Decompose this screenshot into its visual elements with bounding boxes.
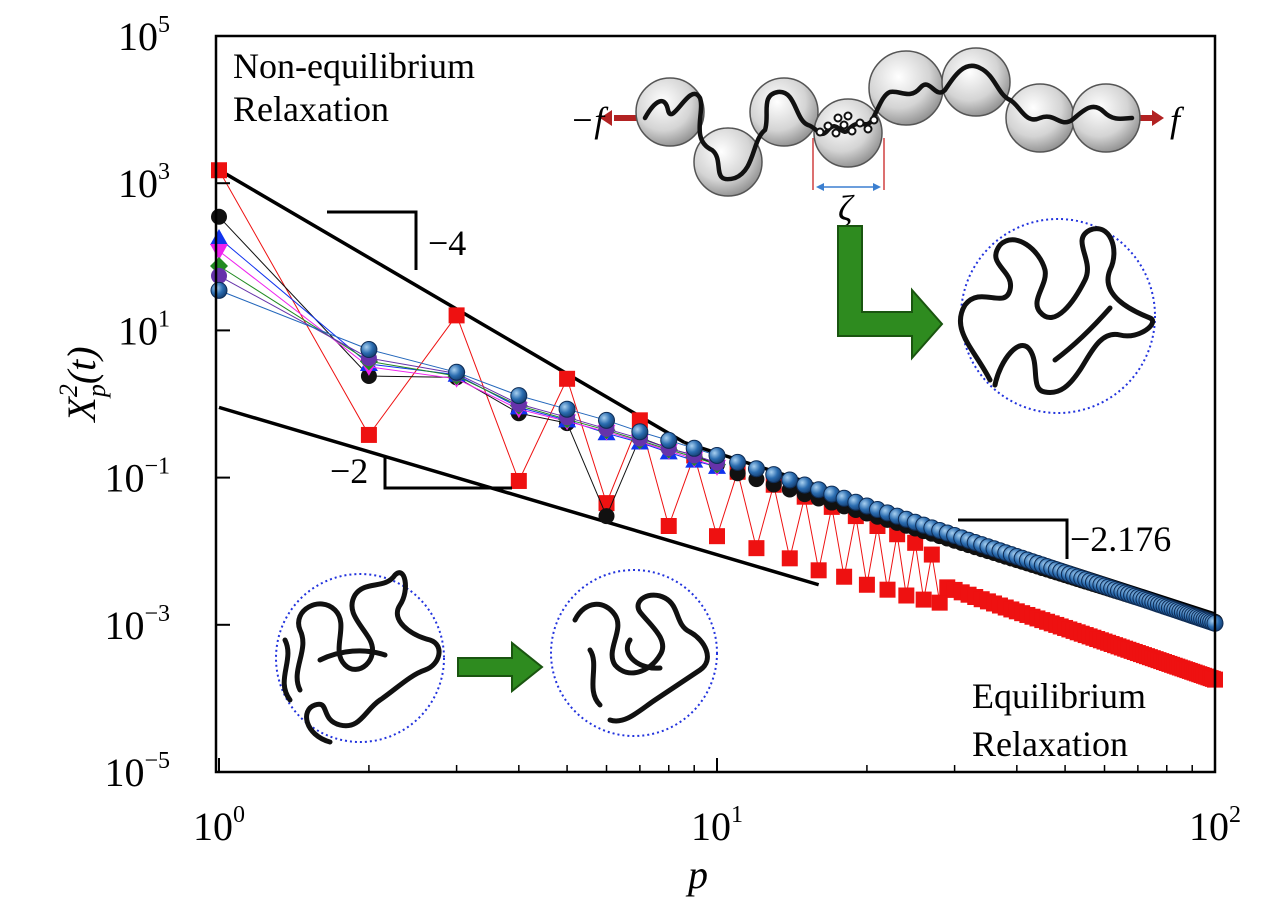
- y-tick-label: 105: [118, 12, 170, 59]
- series-2: [210, 229, 726, 474]
- series-line: [218, 169, 941, 603]
- annotation-equilibrium: Equilibrium: [972, 676, 1146, 716]
- green-l-arrow: [837, 225, 944, 361]
- data-point: [915, 591, 932, 608]
- data-point: [360, 368, 377, 385]
- data-point: [708, 446, 726, 464]
- equilibrium-coil-right: [550, 569, 718, 737]
- data-series: [210, 162, 1224, 688]
- chain-backbone: [642, 63, 1135, 182]
- data-point: [360, 341, 378, 359]
- y-tick-label: 101: [118, 306, 170, 353]
- blob: [941, 47, 1011, 117]
- x-axis-label: p: [685, 852, 708, 897]
- series-line: [218, 265, 718, 466]
- data-point: [748, 540, 765, 557]
- data-point: [660, 431, 678, 449]
- data-point: [747, 460, 765, 478]
- data-point: [559, 370, 576, 387]
- data-point: [598, 411, 616, 429]
- data-point: [448, 307, 465, 324]
- slope-label-minus-2: −2: [330, 451, 368, 491]
- y-axis-label: Xp2(t): [54, 346, 111, 423]
- data-point: [709, 528, 725, 545]
- series-line: [218, 250, 718, 468]
- slope-marker-minus-2: −2: [330, 451, 512, 491]
- force-label-right: f: [1170, 100, 1185, 140]
- force-arrowhead-left: [600, 110, 612, 126]
- series-line: [218, 216, 718, 518]
- svg-text:Xp2(t): Xp2(t): [54, 346, 111, 423]
- y-tick-label: 10−3: [104, 601, 170, 648]
- guide-line: [218, 405, 820, 587]
- data-point: [598, 508, 615, 525]
- y-tick-label: 103: [118, 159, 170, 206]
- data-point: [907, 534, 924, 551]
- x-tick-label: 102: [1189, 802, 1241, 849]
- slope-label-minus-4: −4: [428, 223, 466, 263]
- data-point: [898, 587, 915, 604]
- force-arrowhead-right: [1152, 110, 1164, 126]
- data-point: [765, 466, 783, 484]
- stretched-chain-illustration: −f f ζ: [570, 47, 1185, 228]
- x-tick-label: 101: [691, 802, 743, 849]
- annotation-relaxation-top: Relaxation: [233, 89, 389, 129]
- series-0: [211, 162, 1223, 688]
- plot-frame: [214, 34, 1217, 774]
- annotation-relaxation-bottom: Relaxation: [972, 724, 1128, 764]
- data-point: [448, 363, 466, 381]
- data-point: [558, 400, 576, 418]
- data-point: [210, 229, 228, 246]
- series-6: [210, 281, 1224, 632]
- x-tick-label: 100: [193, 802, 245, 849]
- data-point: [510, 472, 527, 489]
- data-point: [210, 243, 228, 260]
- equilibrium-coil-left: [275, 570, 445, 745]
- slope-label-minus-2-176: −2.176: [1070, 519, 1171, 559]
- annotation-non-equilibrium: Non-equilibrium: [233, 46, 475, 86]
- series-line: [218, 289, 718, 456]
- data-point: [211, 267, 227, 284]
- data-point: [781, 471, 799, 489]
- blob-monomers: [815, 111, 879, 138]
- slope-marker-minus-2-176: −2.176: [958, 518, 1171, 559]
- y-axis-ticks: 105 103 101 10−1 10−3 10−5: [104, 12, 230, 795]
- data-point: [923, 546, 940, 563]
- y-tick-label: 10−5: [104, 748, 170, 795]
- data-point: [660, 517, 677, 534]
- data-point: [858, 576, 875, 593]
- data-point: [685, 439, 703, 457]
- data-point: [931, 594, 948, 611]
- data-point: [360, 426, 377, 443]
- relaxed-coil-right: [957, 218, 1156, 414]
- blob: [693, 127, 763, 197]
- data-point: [810, 562, 827, 579]
- data-point: [211, 208, 227, 225]
- data-point: [836, 568, 853, 585]
- data-point: [781, 550, 798, 567]
- data-point: [729, 453, 747, 471]
- green-right-arrow: [457, 640, 544, 694]
- data-point: [210, 281, 228, 299]
- data-point: [510, 387, 528, 405]
- data-point: [631, 423, 649, 441]
- force-label-left: −f: [570, 100, 609, 140]
- blob-size-label: ζ: [838, 188, 855, 228]
- data-point: [211, 162, 227, 179]
- x-axis-ticks: 100 101 102: [193, 758, 1241, 849]
- slope-marker-minus-4: −4: [327, 210, 466, 270]
- y-tick-label: 10−1: [104, 454, 170, 501]
- series-line: [218, 275, 718, 464]
- data-point: [879, 581, 896, 598]
